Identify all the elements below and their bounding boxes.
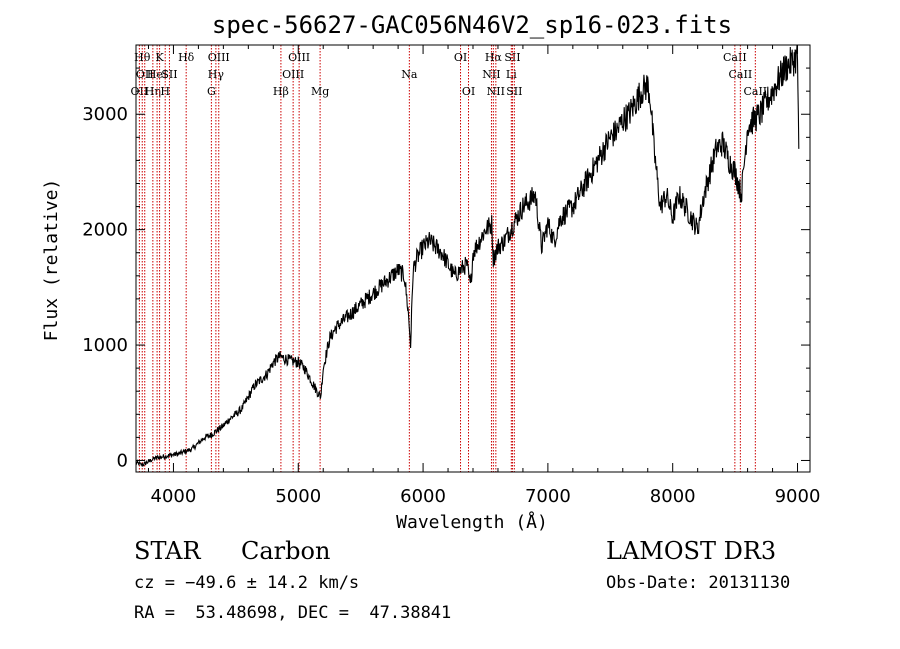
y-tick-label: 3000 (82, 104, 128, 125)
line-marker-label: K (155, 51, 164, 64)
x-tick-label: 8000 (650, 486, 696, 507)
line-marker-label: CaII (729, 68, 753, 81)
survey-label: LAMOST DR3 (606, 537, 777, 565)
cz-value: cz = −49.6 ± 14.2 km/s (134, 573, 360, 593)
line-marker-label: Hγ (208, 68, 225, 81)
line-marker-label: CaII (723, 51, 747, 64)
line-marker-label: Hβ (273, 85, 289, 98)
line-marker-label: OIII (288, 51, 310, 64)
y-tick-label: 1000 (82, 335, 128, 356)
x-tick-label: 9000 (775, 486, 821, 507)
line-marker-label: HeI (147, 68, 167, 81)
line-marker-label: SII (161, 68, 177, 81)
line-marker-label: CaII (743, 85, 767, 98)
x-axis: 4000 5000 6000 7000 8000 9000 (147, 45, 821, 507)
chart-title: spec-56627-GAC056N46V2_sp16-023.fits (212, 11, 732, 39)
x-tick-label: 5000 (275, 486, 321, 507)
line-marker-label: OIII (282, 68, 304, 81)
x-tick-label: 6000 (400, 486, 446, 507)
y-tick-label: 2000 (82, 220, 128, 241)
spectrum-series (135, 45, 800, 467)
y-axis: 0 1000 2000 3000 (82, 67, 810, 471)
line-marker-label: H (160, 85, 170, 98)
class-label: STAR (134, 537, 201, 565)
line-marker-label: NII (487, 85, 505, 98)
line-marker-label: Hα (485, 51, 503, 64)
line-marker-label: OIII (208, 51, 230, 64)
line-marker-label: NII (482, 68, 500, 81)
x-axis-label: Wavelength (Å) (396, 511, 548, 533)
y-tick-label: 0 (117, 450, 128, 471)
line-marker-label: Hθ (134, 51, 151, 64)
line-marker-label: Hδ (178, 51, 195, 64)
y-axis-label: Flux (relative) (41, 179, 62, 342)
x-tick-label: 7000 (525, 486, 571, 507)
x-tick-label: 4000 (151, 486, 197, 507)
obs-date: Obs-Date: 20131130 (606, 573, 791, 593)
subclass-label: Carbon (241, 537, 331, 565)
line-marker-label: Hη (145, 85, 161, 98)
line-marker-label: OI (454, 51, 467, 64)
line-marker-label: SII (504, 51, 520, 64)
line-markers: OIIHθOIIHηHeIKHSIIHδGHγOIIIHβOIIIOIIIMgN… (131, 45, 767, 472)
line-marker-label: Na (401, 68, 418, 81)
line-marker-label: Li (506, 68, 517, 81)
line-marker-label: OI (462, 85, 475, 98)
line-marker-label: OII (136, 68, 154, 81)
line-marker-label: SII (506, 85, 522, 98)
line-marker-label: Mg (311, 85, 329, 98)
coordinates: RA = 53.48698, DEC = 47.38841 (134, 603, 452, 623)
line-marker-label: G (207, 85, 216, 98)
